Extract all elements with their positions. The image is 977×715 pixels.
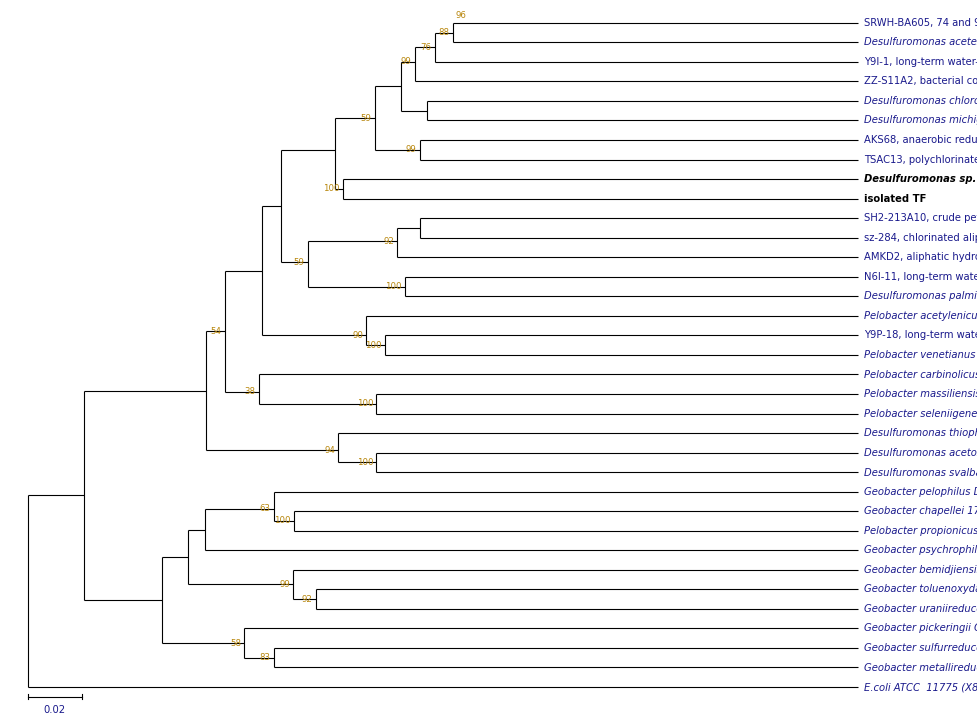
Text: 100: 100 xyxy=(365,340,381,350)
Text: 99: 99 xyxy=(279,580,290,589)
Text: 63: 63 xyxy=(259,504,271,513)
Text: 100: 100 xyxy=(357,399,373,408)
Text: 94: 94 xyxy=(324,445,335,455)
Text: Pelobacter massiliensis DSM 6233 (FR749901): Pelobacter massiliensis DSM 6233 (FR7499… xyxy=(865,389,977,399)
Text: 100: 100 xyxy=(357,458,373,467)
Text: SH2-213A10, crude petroleum oils (AB514648): SH2-213A10, crude petroleum oils (AB5146… xyxy=(865,213,977,223)
Text: Geobacter psychrophilus P35 (AY653549): Geobacter psychrophilus P35 (AY653549) xyxy=(865,546,977,556)
Text: N6I-11, long-term water-flooded  oil reservoirs  (JQ519737): N6I-11, long-term water-flooded oil rese… xyxy=(865,272,977,282)
Text: 88: 88 xyxy=(439,28,449,37)
Text: 54: 54 xyxy=(210,327,221,335)
Text: isolated TF: isolated TF xyxy=(865,194,927,204)
Text: Desulfuromonas sp. TF: Desulfuromonas sp. TF xyxy=(865,174,977,184)
Text: Geobacter pelophilus Dfr2 (U96918): Geobacter pelophilus Dfr2 (U96918) xyxy=(865,487,977,497)
Text: 92: 92 xyxy=(383,237,394,245)
Text: Desulfuromonas thiophila DSM 8987 (Y11560): Desulfuromonas thiophila DSM 8987 (Y1156… xyxy=(865,428,977,438)
Text: Desulfuromonas palmitatis SDBY1 (U28172): Desulfuromonas palmitatis SDBY1 (U28172) xyxy=(865,291,977,301)
Text: Geobacter bemidjiensis Bem (CP001124): Geobacter bemidjiensis Bem (CP001124) xyxy=(865,565,977,575)
Text: AMKD2, aliphatic hydrocarbon-contaminated  soil (AM935028): AMKD2, aliphatic hydrocarbon-contaminate… xyxy=(865,252,977,262)
Text: 99: 99 xyxy=(401,57,411,66)
Text: Geobacter toluenoxydans  TMJ1 (EU711072): Geobacter toluenoxydans TMJ1 (EU711072) xyxy=(865,584,977,594)
Text: Desulfuromonas acetexigens DSM 1397 (U23140): Desulfuromonas acetexigens DSM 1397 (U23… xyxy=(865,37,977,47)
Text: Pelobacter propionicus DSM 2379 (CP000482): Pelobacter propionicus DSM 2379 (CP00048… xyxy=(865,526,977,536)
Text: 83: 83 xyxy=(259,654,271,662)
Text: 100: 100 xyxy=(323,184,340,193)
Text: Geobacter pickeringii G13 (DQ145535): Geobacter pickeringii G13 (DQ145535) xyxy=(865,623,977,633)
Text: Geobacter chapellei 172 (U41561): Geobacter chapellei 172 (U41561) xyxy=(865,506,977,516)
Text: Desulfuromonas chloroethenica TT4B (U49748): Desulfuromonas chloroethenica TT4B (U497… xyxy=(865,96,977,106)
Text: Y9P-18, long-term water-flooded  oil reservoirs  (JQ519764): Y9P-18, long-term water-flooded oil rese… xyxy=(865,330,977,340)
Text: AKS68, anaerobic reductive dechlorination of 1,2-dichloropropane  in highly enri: AKS68, anaerobic reductive dechlorinatio… xyxy=(865,135,977,145)
Text: Pelobacter venetianus DSM 2394 (U41562): Pelobacter venetianus DSM 2394 (U41562) xyxy=(865,350,977,360)
Text: Desulfuromonas acetoxidans DSM 684 (AAEW02000008): Desulfuromonas acetoxidans DSM 684 (AAEW… xyxy=(865,448,977,458)
Text: 99: 99 xyxy=(405,145,416,154)
Text: Pelobacter acetylenicus WoAcy1 DSM2348 (X70955): Pelobacter acetylenicus WoAcy1 DSM2348 (… xyxy=(865,311,977,321)
Text: 0.02: 0.02 xyxy=(44,704,65,714)
Text: 58: 58 xyxy=(231,638,241,648)
Text: Pelobacter seleniigenes KM (DQ991964): Pelobacter seleniigenes KM (DQ991964) xyxy=(865,408,977,418)
Text: E.coli ATCC  11775 (X80725): E.coli ATCC 11775 (X80725) xyxy=(865,682,977,692)
Text: 100: 100 xyxy=(385,282,402,291)
Text: 100: 100 xyxy=(275,516,291,526)
Text: Desulfuromonas svalbardensis 112 (AY835388): Desulfuromonas svalbardensis 112 (AY8353… xyxy=(865,467,977,477)
Text: 59: 59 xyxy=(293,257,304,267)
Text: 76: 76 xyxy=(420,43,431,51)
Text: TSAC13, polychlorinated-dioxin-  Dechlorinating microcosms (AB186848): TSAC13, polychlorinated-dioxin- Dechlori… xyxy=(865,154,977,164)
Text: Y9I-1, long-term water-flooded  oil reservoirs  (JQ519787): Y9I-1, long-term water-flooded oil reser… xyxy=(865,57,977,67)
Text: Geobacter uraniireducens  Rf4 (CP000698): Geobacter uraniireducens Rf4 (CP000698) xyxy=(865,604,977,614)
Text: ZZ-S11A2, bacterial communities mineralizing benzene under sulfate-reducing cond: ZZ-S11A2, bacterial communities minerali… xyxy=(865,77,977,87)
Text: SRWH-BA605, 74 and 98 degrees  C subsurface  crude oil deposits (AB546066): SRWH-BA605, 74 and 98 degrees C subsurfa… xyxy=(865,18,977,28)
Text: 59: 59 xyxy=(361,114,371,122)
Text: sz-284, chlorinated aliphatic hydrocarbon  in groundwater  (JQ279016): sz-284, chlorinated aliphatic hydrocarbo… xyxy=(865,232,977,242)
Text: Geobacter sulfurreducens  PCA (AE017180): Geobacter sulfurreducens PCA (AE017180) xyxy=(865,643,977,653)
Text: 96: 96 xyxy=(455,11,466,21)
Text: 92: 92 xyxy=(302,595,313,603)
Text: 38: 38 xyxy=(244,387,255,396)
Text: Desulfuromonas michiganensis BB1 (AF357915): Desulfuromonas michiganensis BB1 (AF3579… xyxy=(865,115,977,125)
Text: Geobacter metallireducens  GS-15 (CP000148): Geobacter metallireducens GS-15 (CP00014… xyxy=(865,663,977,673)
Text: 90: 90 xyxy=(353,331,363,340)
Text: Pelobacter carbinolicus DSM 2380  (CP000142): Pelobacter carbinolicus DSM 2380 (CP0001… xyxy=(865,370,977,380)
